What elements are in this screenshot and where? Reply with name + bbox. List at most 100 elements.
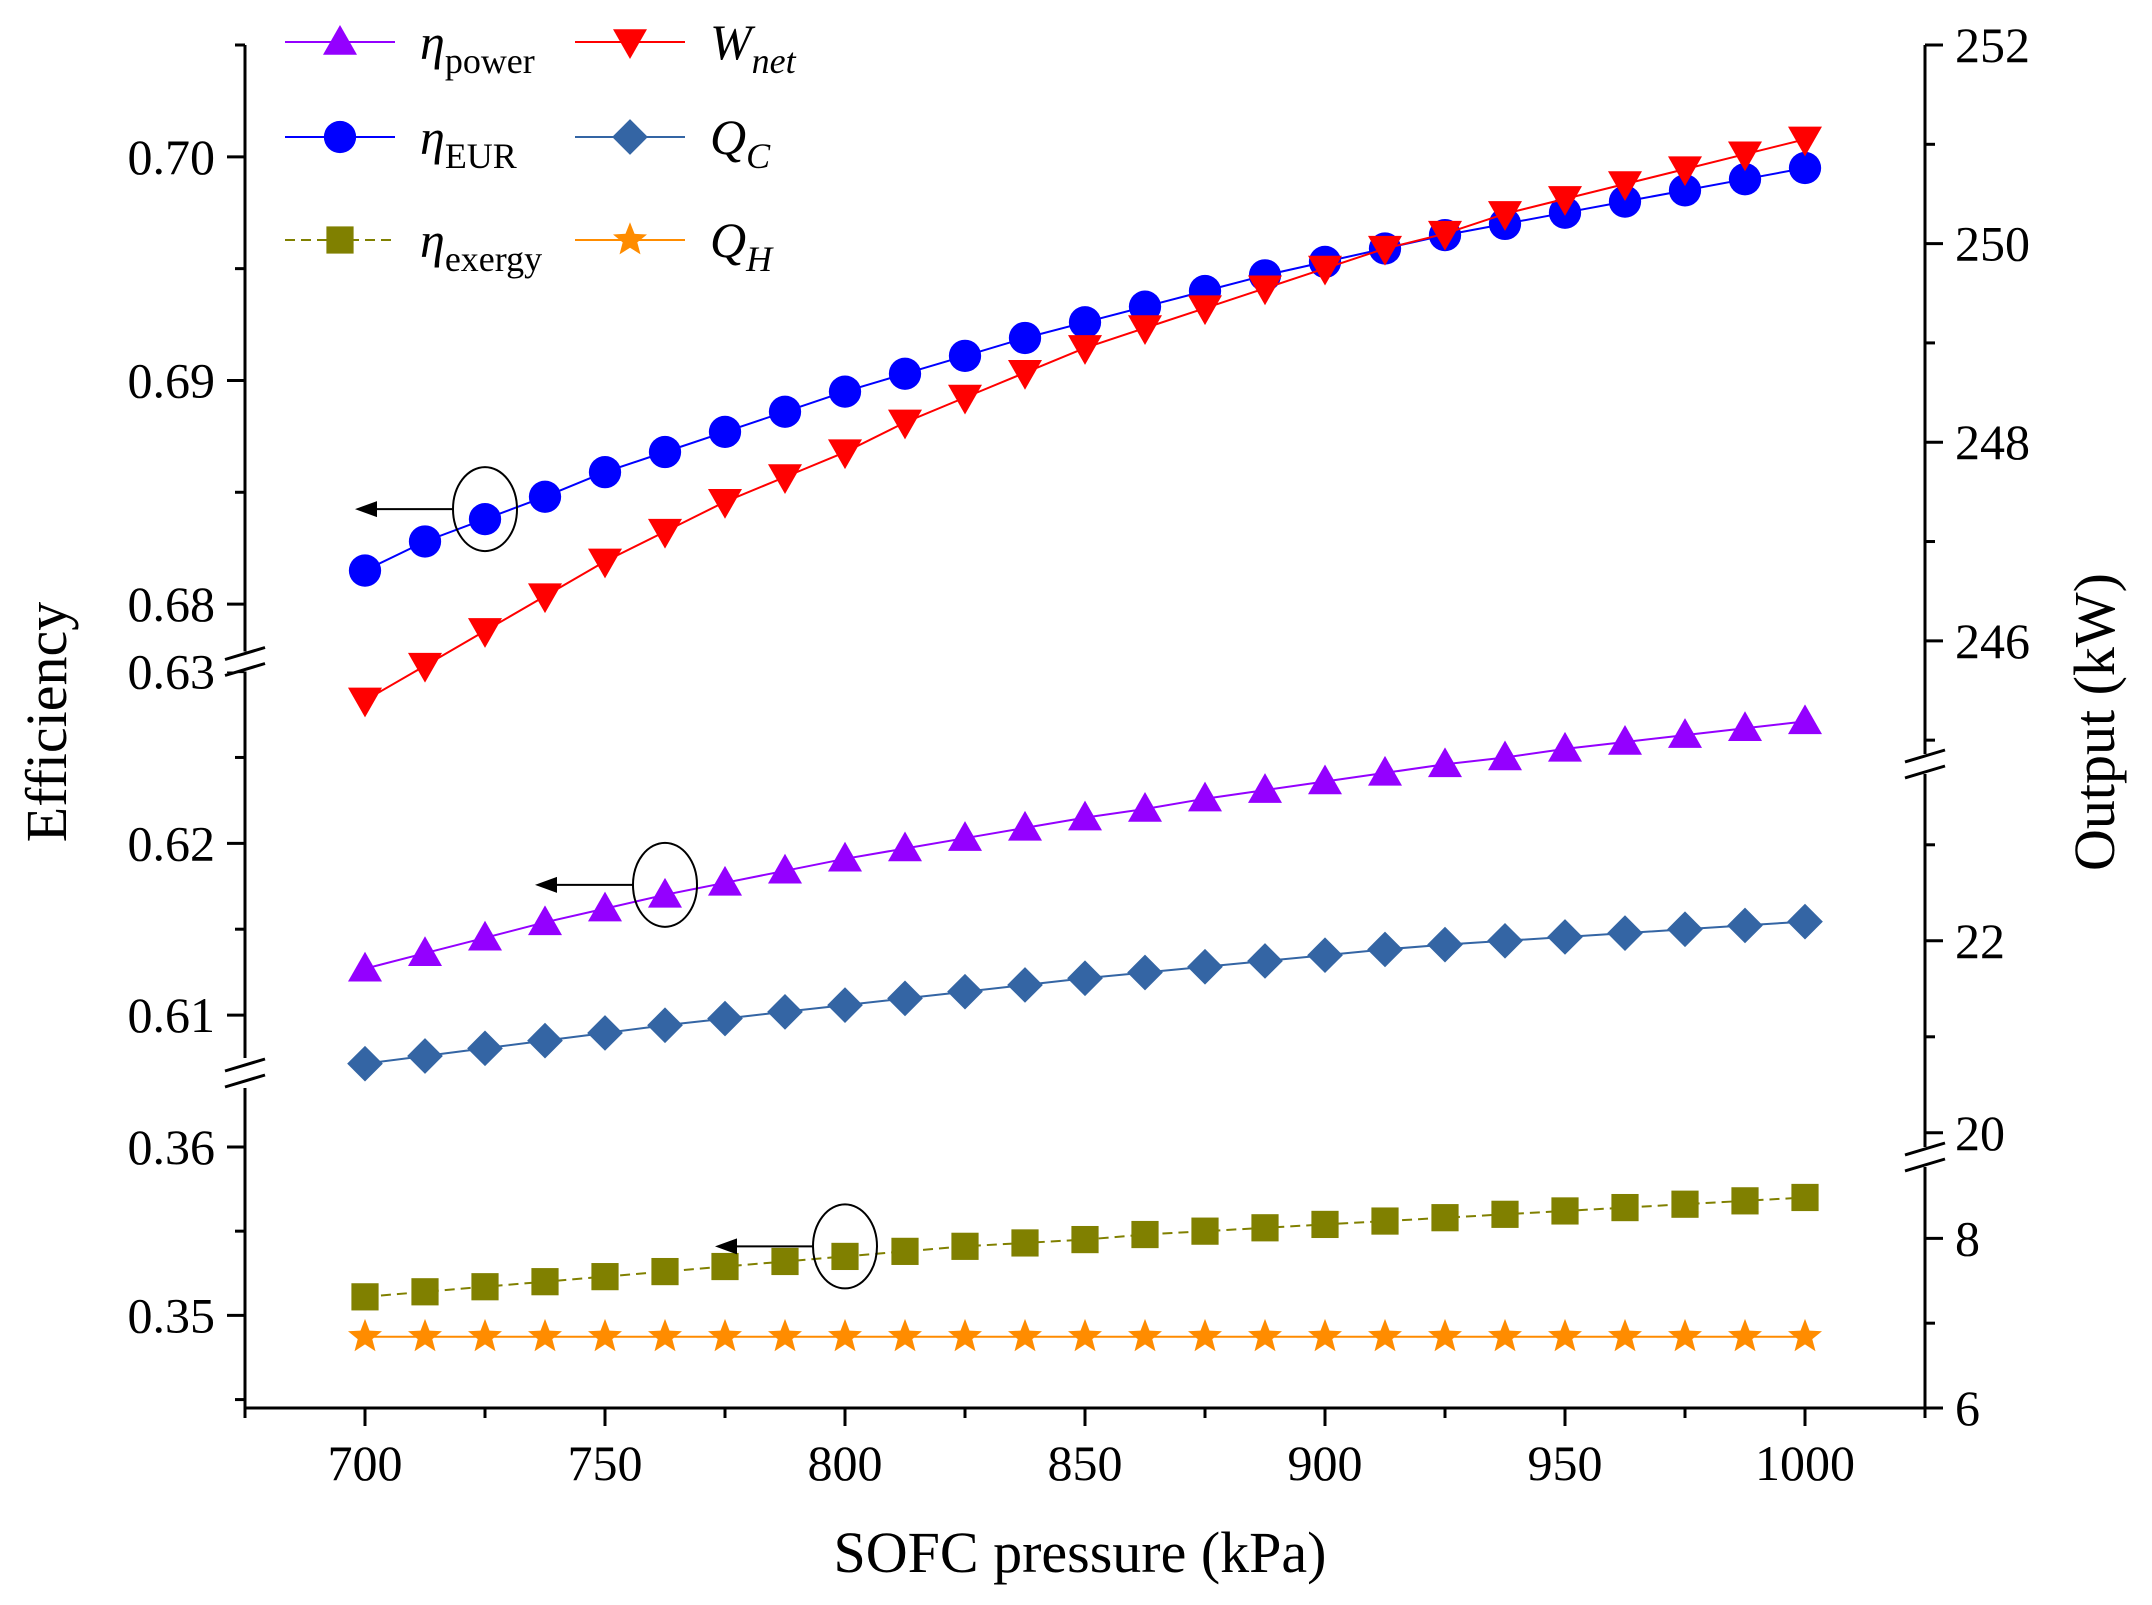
data-point bbox=[467, 1030, 503, 1067]
data-point bbox=[651, 1257, 679, 1286]
data-point bbox=[1368, 1318, 1402, 1352]
legend-item-net: Wnet bbox=[575, 14, 797, 81]
legend-item-c: QC bbox=[575, 109, 771, 176]
data-point bbox=[951, 1232, 979, 1260]
data-point bbox=[1248, 773, 1282, 803]
data-point bbox=[891, 1237, 919, 1265]
legend-item-power: ηpower bbox=[285, 14, 535, 81]
legend-marker bbox=[323, 120, 357, 154]
data-point bbox=[947, 973, 983, 1010]
data-point bbox=[1187, 948, 1223, 985]
legend-label: Wnet bbox=[710, 14, 797, 81]
data-point bbox=[1788, 151, 1822, 185]
x-tick-label: 800 bbox=[808, 1435, 883, 1491]
data-point bbox=[828, 375, 862, 408]
data-point bbox=[1728, 1318, 1762, 1352]
data-point bbox=[408, 1318, 442, 1352]
data-point bbox=[888, 1318, 922, 1352]
right-tick-label: 22 bbox=[1955, 913, 2005, 969]
data-point bbox=[471, 1273, 499, 1301]
data-point bbox=[707, 1000, 743, 1037]
legend-label: ηpower bbox=[420, 14, 535, 81]
series-power bbox=[348, 704, 1822, 982]
data-point bbox=[1431, 1204, 1459, 1232]
data-point bbox=[648, 877, 682, 908]
data-point bbox=[1011, 1229, 1039, 1257]
series-line bbox=[364, 167, 1806, 572]
data-point bbox=[1788, 704, 1822, 735]
data-point bbox=[1428, 747, 1462, 778]
data-point bbox=[1067, 960, 1103, 997]
data-point bbox=[348, 951, 382, 982]
data-point bbox=[1728, 163, 1762, 196]
data-point bbox=[1488, 1318, 1522, 1352]
right-tick-label: 248 bbox=[1955, 414, 2030, 470]
annotation-arrow-head bbox=[715, 1238, 737, 1255]
data-point bbox=[1551, 1197, 1579, 1225]
legend-item-h: QH bbox=[575, 212, 774, 279]
annotation-power bbox=[535, 841, 698, 928]
data-point bbox=[647, 1007, 683, 1044]
data-point bbox=[1308, 1318, 1342, 1352]
data-point bbox=[1007, 967, 1043, 1003]
left-tick-label: 0.61 bbox=[128, 987, 216, 1043]
data-point bbox=[948, 821, 982, 851]
data-point bbox=[348, 687, 382, 718]
data-point bbox=[1068, 800, 1102, 831]
left-tick-label: 0.70 bbox=[128, 129, 216, 185]
data-point bbox=[1491, 1200, 1519, 1228]
data-point bbox=[948, 384, 982, 415]
data-point bbox=[1608, 171, 1642, 202]
x-axis-label: SOFC pressure (kPa) bbox=[834, 1520, 1327, 1585]
data-point bbox=[1608, 185, 1642, 218]
data-point bbox=[1607, 915, 1643, 951]
data-point bbox=[1127, 954, 1163, 991]
legend-label: QC bbox=[710, 109, 771, 176]
data-point bbox=[828, 439, 862, 470]
data-point bbox=[887, 980, 923, 1017]
data-point bbox=[1128, 315, 1162, 346]
data-point bbox=[1008, 810, 1042, 841]
data-point bbox=[1547, 919, 1583, 955]
data-point bbox=[1248, 275, 1282, 306]
data-point bbox=[1668, 1318, 1702, 1352]
data-point bbox=[767, 993, 803, 1030]
data-point bbox=[648, 518, 682, 549]
legend-label: ηexergy bbox=[420, 212, 542, 279]
data-point bbox=[468, 502, 502, 536]
data-point bbox=[408, 525, 442, 558]
data-point bbox=[1128, 1318, 1162, 1352]
right-tick-label: 20 bbox=[1955, 1105, 2005, 1161]
data-point bbox=[771, 1247, 799, 1276]
data-point bbox=[348, 1318, 382, 1352]
data-point bbox=[1787, 903, 1823, 940]
data-point bbox=[468, 920, 502, 951]
data-point bbox=[768, 395, 802, 428]
data-point bbox=[888, 409, 922, 440]
data-point bbox=[591, 1263, 619, 1291]
data-point bbox=[348, 554, 382, 587]
data-point bbox=[1671, 1190, 1699, 1218]
legend-item-exergy: ηexergy bbox=[285, 212, 542, 279]
data-point bbox=[1728, 141, 1762, 172]
data-point bbox=[1247, 943, 1283, 979]
data-point bbox=[1488, 740, 1522, 771]
series-exergy bbox=[351, 1183, 1819, 1311]
x-tick-label: 700 bbox=[328, 1435, 403, 1491]
y-axis-label-left: Efficiency bbox=[14, 602, 79, 842]
data-point bbox=[351, 1283, 379, 1311]
data-point bbox=[1548, 731, 1582, 762]
annotation-layer bbox=[355, 466, 878, 1290]
data-point bbox=[828, 1318, 862, 1352]
annotation-exergy bbox=[715, 1203, 878, 1290]
data-point bbox=[1791, 1183, 1819, 1212]
legend-label: QH bbox=[710, 212, 774, 279]
data-point bbox=[1731, 1187, 1759, 1215]
series-h bbox=[348, 1318, 1822, 1352]
data-point bbox=[768, 1318, 802, 1352]
left-axis-break-mark bbox=[224, 646, 266, 661]
data-point bbox=[948, 1318, 982, 1352]
data-point bbox=[528, 583, 562, 614]
left-tick-label: 0.36 bbox=[128, 1119, 216, 1175]
